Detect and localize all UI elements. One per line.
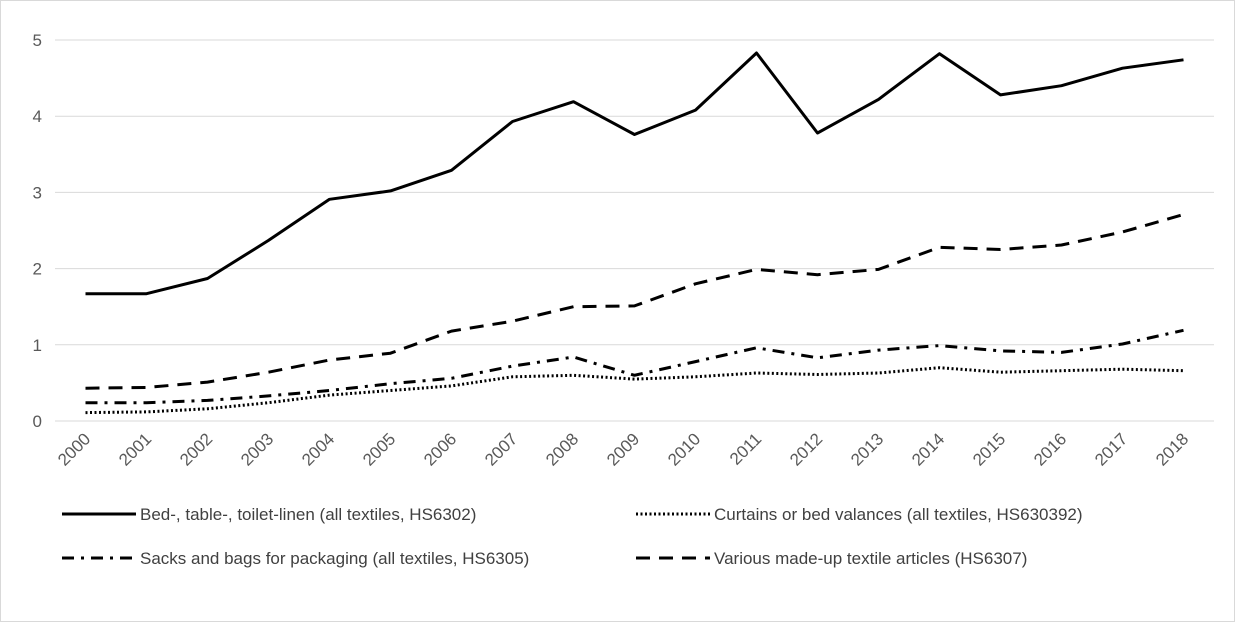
- x-tick-label: 2018: [1152, 429, 1192, 469]
- x-tick-label: 2006: [420, 429, 460, 469]
- y-tick-label: 1: [33, 336, 42, 355]
- x-tick-label: 2001: [115, 429, 155, 469]
- gridlines: [55, 39, 1214, 422]
- y-tick-label: 5: [33, 31, 42, 50]
- x-tick-label: 2014: [908, 429, 948, 469]
- x-tick-label: 2008: [542, 429, 582, 469]
- legend-label-2: Curtains or bed valances (all textiles, …: [714, 505, 1083, 524]
- series-line-4: [85, 213, 1184, 390]
- x-tick-label: 2004: [298, 429, 338, 469]
- y-tick-label: 0: [33, 412, 42, 431]
- series-line-1: [85, 51, 1184, 296]
- x-tick-label: 2015: [969, 429, 1009, 469]
- y-tick-label: 3: [33, 183, 42, 202]
- series-line-3: [85, 328, 1184, 405]
- x-tick-label: 2002: [176, 429, 216, 469]
- x-tick-label: 2016: [1030, 429, 1070, 469]
- legend-label-3: Sacks and bags for packaging (all textil…: [140, 549, 529, 568]
- legend-label-1: Bed-, table-, toilet-linen (all textiles…: [140, 505, 476, 524]
- x-tick-label: 2012: [786, 429, 826, 469]
- x-tick-label: 2000: [54, 429, 94, 469]
- x-axis-ticks: 2000 2001 2002 2003 2004 2005 2006 2007 2008 2009…: [54, 429, 1192, 469]
- x-tick-label: 2013: [847, 429, 887, 469]
- series-lines: [85, 51, 1184, 415]
- x-tick-label: 2017: [1091, 429, 1131, 469]
- x-tick-label: 2011: [726, 429, 765, 468]
- x-tick-label: 2003: [237, 429, 277, 469]
- x-tick-label: 2009: [603, 429, 643, 469]
- legend-label-4: Various made-up textile articles (HS6307…: [714, 549, 1027, 568]
- x-tick-label: 2010: [664, 429, 704, 469]
- x-tick-label: 2007: [481, 429, 521, 469]
- y-axis-ticks: 0 1 2 3 4 5: [33, 31, 42, 431]
- x-tick-label: 2005: [359, 429, 399, 469]
- legend: Bed-, table-, toilet-linen (all textiles…: [62, 505, 1083, 568]
- y-tick-label: 2: [33, 260, 42, 279]
- y-tick-label: 4: [33, 107, 42, 126]
